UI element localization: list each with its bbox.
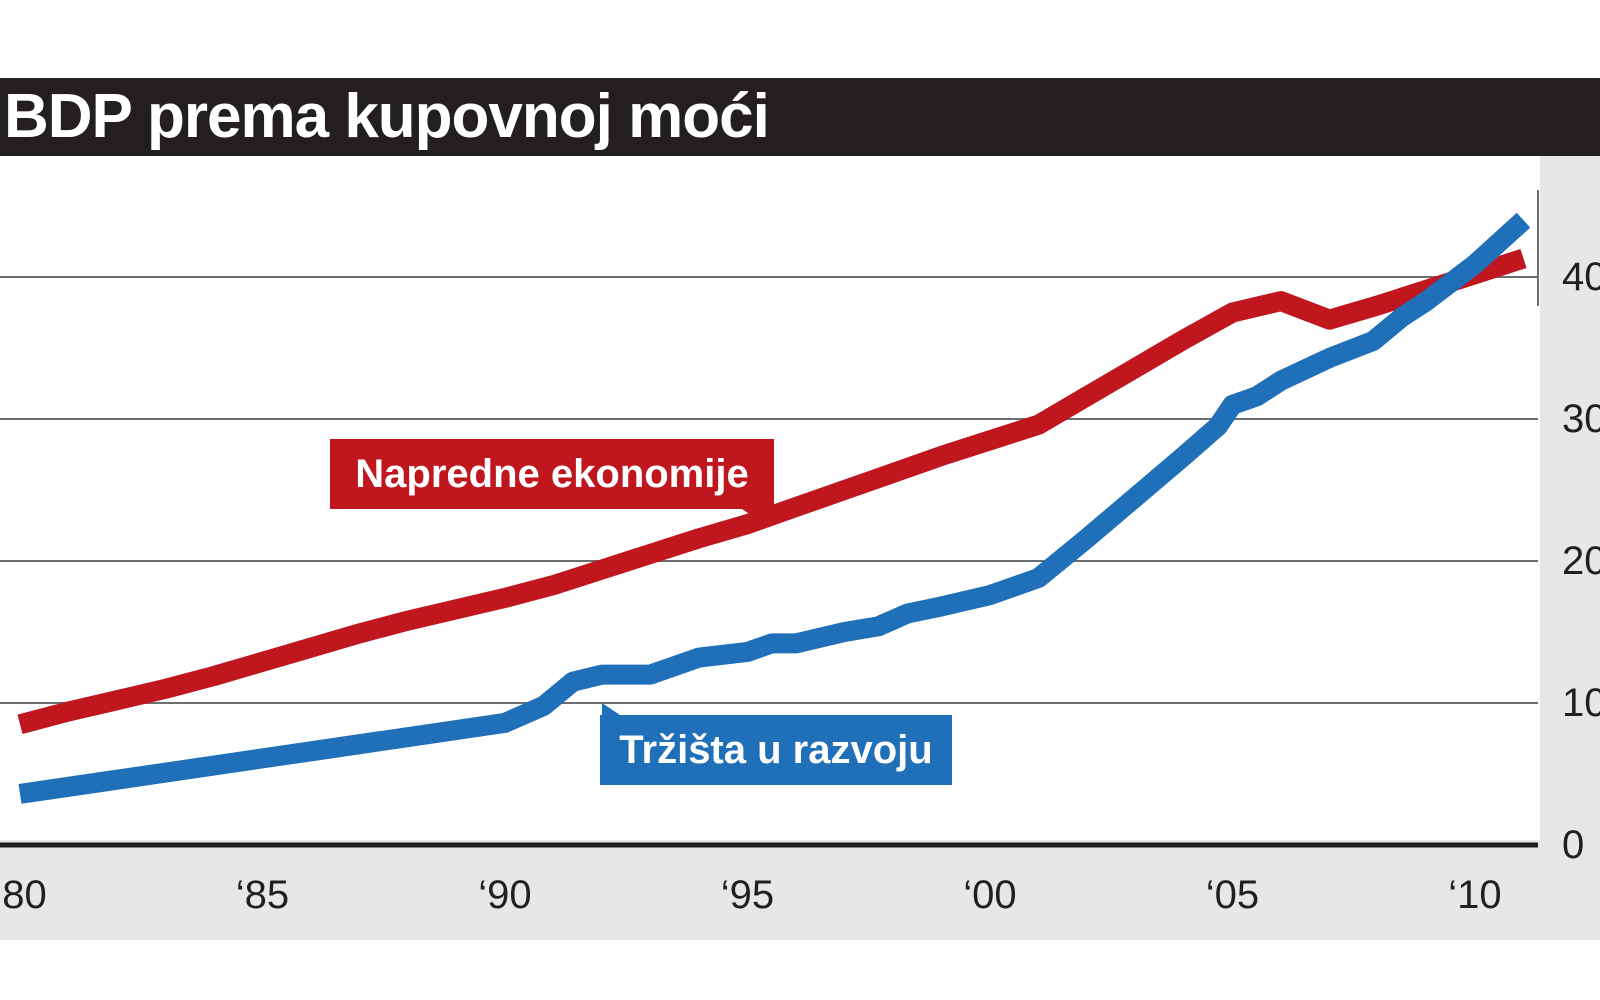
y-tick-label: 0 (1562, 823, 1584, 867)
x-tick-label: ‘90 (478, 873, 531, 917)
series-line-trzista-u-razvoju (18, 212, 1531, 804)
series-lines (17, 212, 1531, 804)
y-tick-label: 20 (1562, 539, 1600, 583)
series-label-text: Napredne ekonomije (355, 452, 748, 496)
chart-title-bar: BDP prema kupovnoj moći (0, 78, 1600, 156)
x-tick-label: ‘10 (1448, 873, 1501, 917)
series-label-pointer (742, 509, 760, 521)
y-tick-label: 10 (1562, 681, 1600, 725)
gridlines (0, 276, 1538, 704)
x-tick-label: ‘00 (963, 873, 1016, 917)
series-labels: Napredne ekonomije Tržišta u razvoju (330, 439, 952, 785)
x-tick-label: ‘95 (721, 873, 774, 917)
y-axis-band (1540, 156, 1600, 840)
series-label-text: Tržišta u razvoju (619, 728, 932, 772)
series-label-box (330, 439, 774, 509)
series-line-napredne-ekonomije (17, 248, 1527, 734)
x-tick-label: ‘05 (1206, 873, 1259, 917)
chart-title: BDP prema kupovnoj moći (4, 82, 770, 151)
y-tick-label: 40 (1562, 255, 1600, 299)
chart-area: 0 10 20 30 40 ‘80 ‘85 ‘90 ‘95 ‘00 ‘05 ‘10 Napredne … (0, 156, 1600, 940)
series-label-pointer (602, 703, 620, 715)
series-label-box (600, 715, 952, 785)
series-label-trzista-u-razvoju: Tržišta u razvoju (600, 703, 952, 785)
x-tick-label: ‘80 (0, 873, 47, 917)
line-chart: 0 10 20 30 40 ‘80 ‘85 ‘90 ‘95 ‘00 ‘05 ‘10 Napredne … (0, 156, 1600, 940)
x-axis-band (0, 840, 1600, 940)
y-tick-label: 30 (1562, 397, 1600, 441)
x-tick-label: ‘85 (236, 873, 289, 917)
series-label-napredne-ekonomije: Napredne ekonomije (330, 439, 774, 521)
tick-labels: 0 10 20 30 40 ‘80 ‘85 ‘90 ‘95 ‘00 ‘05 ‘10 (0, 255, 1600, 917)
